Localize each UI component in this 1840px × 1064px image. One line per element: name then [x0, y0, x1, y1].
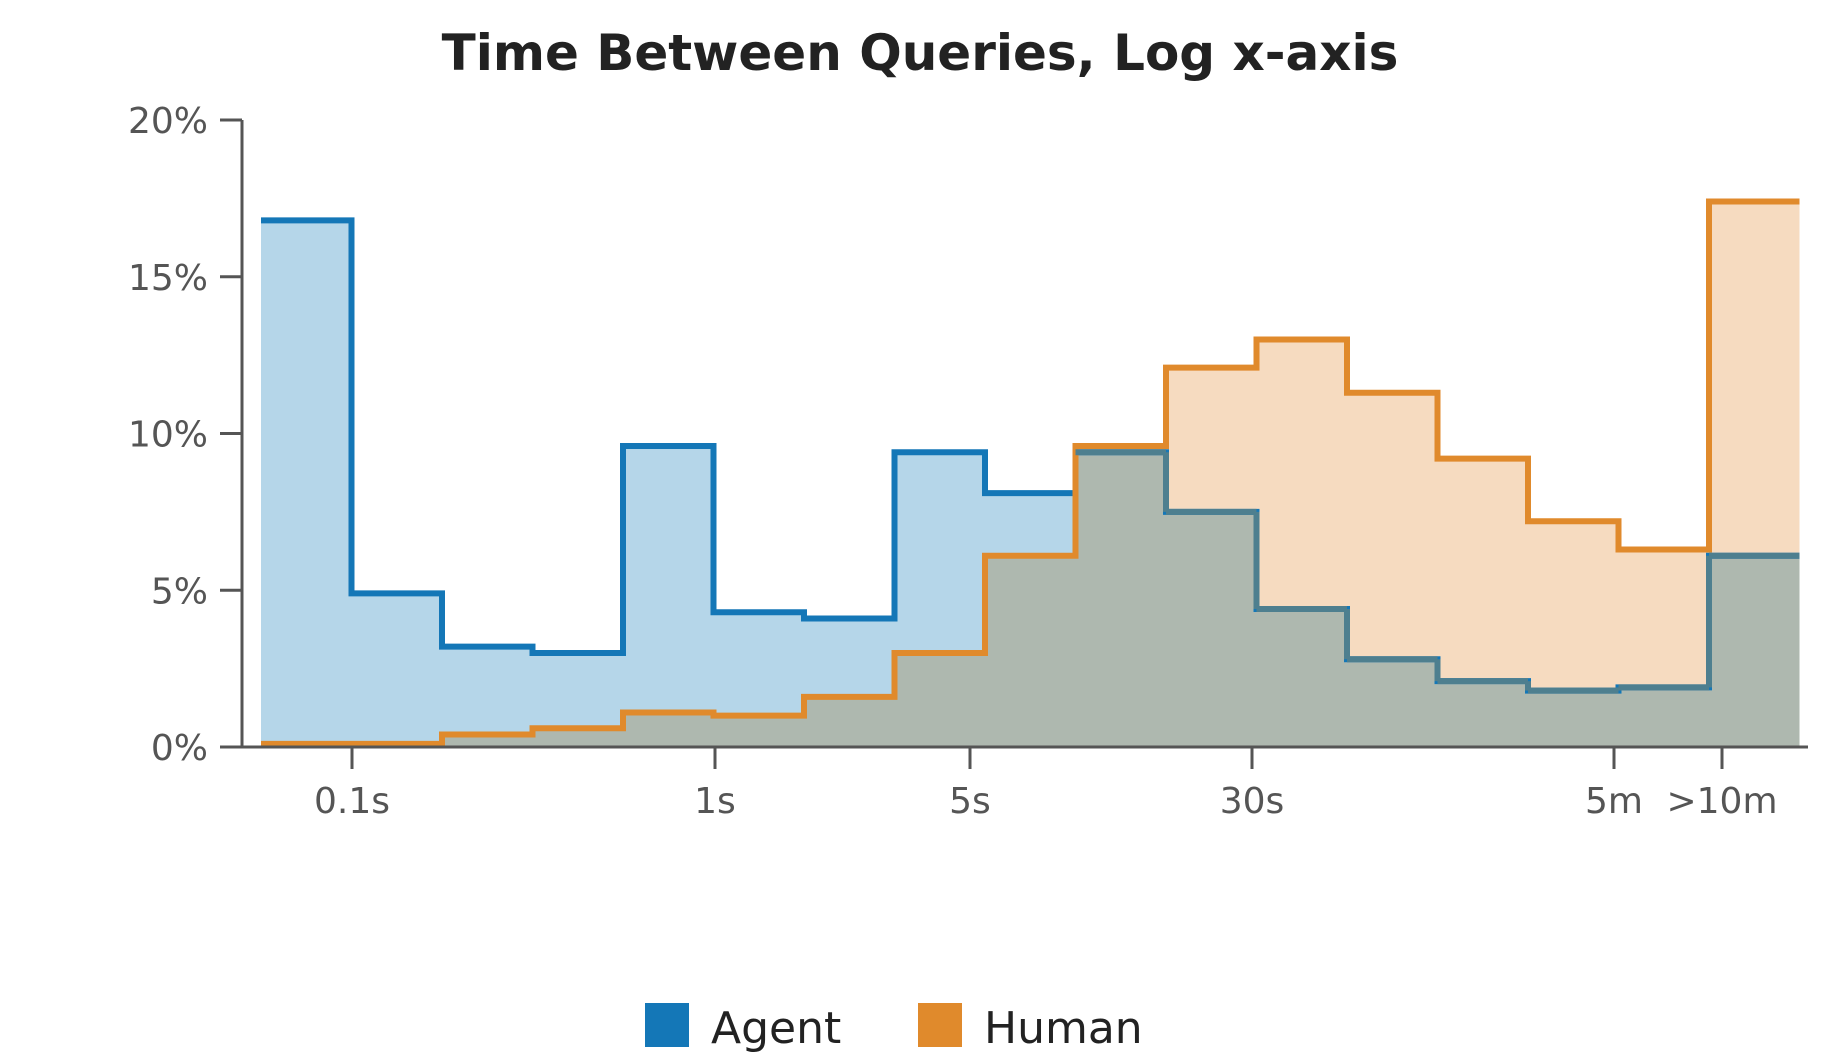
series-area-agent: [261, 220, 1800, 747]
bin-agent-0: [261, 220, 352, 747]
y-tick-label-4: 20%: [128, 101, 208, 142]
bin-human-15: [1619, 549, 1710, 747]
chart-title: Time Between Queries, Log x-axis: [442, 24, 1399, 82]
x-tick-label-3: 30s: [1220, 781, 1285, 822]
series-area-human: [261, 201, 1800, 747]
y-tick-label-2: 10%: [128, 415, 208, 456]
x-tick-label-4: 5m: [1585, 781, 1643, 822]
y-tick-label-3: 15%: [128, 258, 208, 299]
x-tick-label-2: 5s: [949, 781, 991, 822]
bin-human-16: [1709, 202, 1800, 747]
legend-swatch-agent: [645, 1003, 689, 1047]
bin-human-12: [1347, 393, 1438, 747]
bin-human-10: [1166, 368, 1257, 747]
bin-human-6: [804, 697, 895, 747]
axes: 0% 5% 10% 15% 20% 0.1s 1s 5s 30s 5m >10m: [128, 101, 1808, 822]
bin-human-9: [1076, 446, 1167, 747]
legend: Agent Human: [645, 1003, 1143, 1054]
bin-human-11: [1257, 339, 1348, 747]
x-tick-label-5: >10m: [1666, 781, 1777, 822]
bin-human-5: [714, 716, 805, 747]
bin-human-7: [895, 653, 986, 747]
bin-human-4: [623, 713, 714, 747]
series-line-human: [261, 198, 1800, 747]
plot-area: [261, 198, 1800, 747]
legend-swatch-human: [918, 1003, 962, 1047]
y-tick-label-1: 5%: [151, 571, 208, 612]
y-tick-label-0: 0%: [151, 728, 208, 769]
x-tick-label-0: 0.1s: [314, 781, 390, 822]
bin-human-13: [1438, 459, 1529, 747]
bin-agent-4: [623, 446, 714, 747]
x-tick-label-1: 1s: [694, 781, 736, 822]
bin-agent-1: [352, 593, 443, 747]
legend-label-agent: Agent: [711, 1003, 841, 1054]
bin-human-8: [985, 556, 1076, 747]
bin-human-14: [1528, 521, 1619, 747]
legend-label-human: Human: [984, 1003, 1143, 1054]
